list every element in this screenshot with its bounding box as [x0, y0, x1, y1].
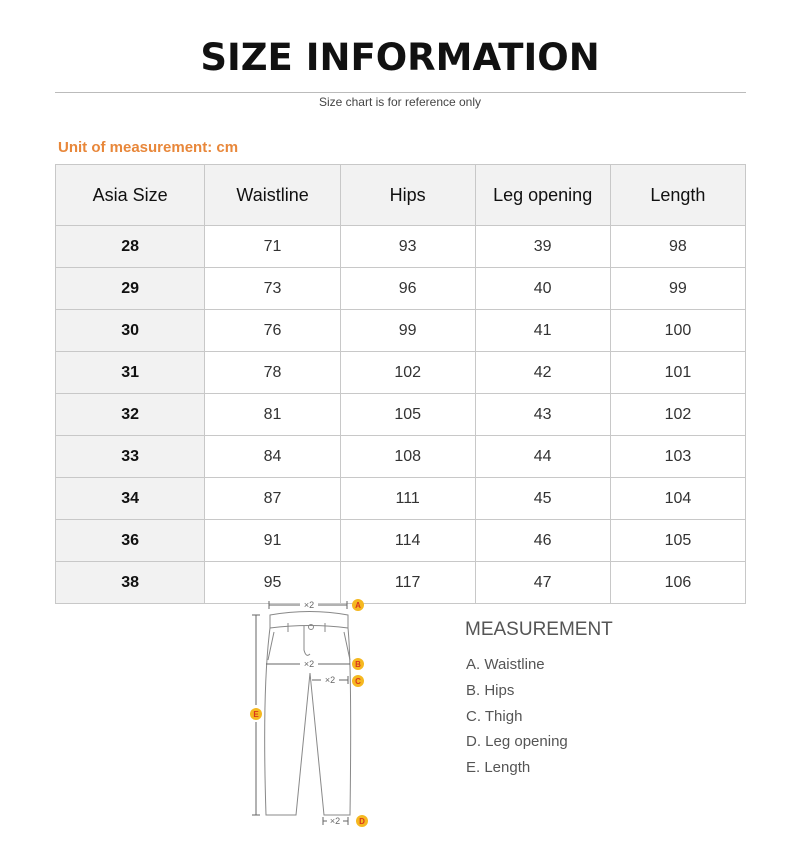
size-cell: 33	[54, 435, 206, 478]
measurement-item: A. Waistline	[466, 656, 545, 673]
value-cell: 81	[204, 393, 341, 436]
value-cell: 45	[474, 477, 611, 520]
pants-diagram: ×2 ×2 ×2 ×2 A B C D E	[250, 599, 368, 827]
value-cell: 41	[474, 309, 611, 352]
value-cell: 76	[204, 309, 341, 352]
value-cell: 105	[339, 393, 476, 436]
value-cell: 100	[609, 309, 747, 352]
value-cell: 43	[474, 393, 611, 436]
multiplier-d: ×2	[330, 816, 340, 826]
marker-e: E	[253, 710, 259, 719]
measurement-list: A. Waistline B. Hips C. Thigh D. Leg ope…	[466, 656, 568, 785]
value-cell: 42	[474, 351, 611, 394]
value-cell: 114	[339, 519, 476, 562]
measurement-item: D. Leg opening	[466, 733, 568, 751]
table-row: 32 81 105 43 102	[54, 393, 747, 436]
value-cell: 91	[204, 519, 341, 562]
size-cell: 36	[54, 519, 206, 562]
value-cell: 46	[474, 519, 611, 562]
marker-b: B	[355, 660, 361, 669]
size-cell: 32	[54, 393, 206, 436]
page-title: SIZE INFORMATION	[200, 36, 600, 79]
value-cell: 93	[339, 225, 476, 268]
marker-d: D	[359, 817, 365, 826]
size-cell: 30	[54, 309, 206, 352]
size-cell: 29	[54, 267, 206, 310]
value-cell: 44	[474, 435, 611, 478]
measurement-item: E. Length	[466, 759, 531, 777]
size-table: Asia Size Waistline Hips Leg opening Length …	[54, 164, 747, 604]
value-cell: 78	[204, 351, 341, 394]
value-cell: 105	[609, 519, 747, 562]
value-cell: 108	[339, 435, 476, 478]
column-header: Length	[609, 164, 747, 226]
value-cell: 47	[474, 561, 611, 604]
unit-label: Unit of measurement: cm	[58, 139, 239, 156]
value-cell: 96	[339, 267, 476, 310]
multiplier-b: ×2	[304, 659, 314, 669]
table-row: 28 71 93 39 98	[54, 225, 747, 268]
pants-outline	[264, 611, 352, 816]
column-header: Asia Size	[54, 164, 206, 226]
measurement-item: C. Thigh	[466, 707, 523, 725]
value-cell: 106	[609, 561, 747, 604]
value-cell: 98	[609, 225, 747, 268]
value-cell: 84	[204, 435, 341, 478]
value-cell: 99	[339, 309, 476, 352]
value-cell: 87	[204, 477, 341, 520]
subtitle: Size chart is for reference only	[318, 95, 482, 109]
marker-a: A	[355, 601, 361, 610]
size-cell: 31	[54, 351, 206, 394]
measurement-title: MEASUREMENT	[465, 619, 613, 640]
value-cell: 101	[609, 351, 747, 394]
table-row: 31 78 102 42 101	[54, 351, 747, 394]
table-row: 29 73 96 40 99	[54, 267, 747, 310]
value-cell: 102	[609, 393, 747, 436]
table-row: 30 76 99 41 100	[54, 309, 747, 352]
value-cell: 40	[474, 267, 611, 310]
table-row: 33 84 108 44 103	[54, 435, 747, 478]
value-cell: 103	[609, 435, 747, 478]
value-cell: 71	[204, 225, 341, 268]
size-cell: 38	[54, 561, 206, 604]
table-header-row: Asia Size Waistline Hips Leg opening Length	[54, 164, 747, 226]
column-header: Hips	[339, 164, 476, 226]
multiplier-a: ×2	[304, 600, 314, 610]
divider	[55, 92, 746, 93]
column-header: Leg opening	[474, 164, 611, 226]
value-cell: 104	[609, 477, 747, 520]
table-row: 36 91 114 46 105	[54, 519, 747, 562]
column-header: Waistline	[204, 164, 341, 226]
value-cell: 95	[204, 561, 341, 604]
value-cell: 111	[339, 477, 476, 520]
multiplier-c: ×2	[325, 675, 335, 685]
table-row: 38 95 117 47 106	[54, 561, 747, 604]
measurement-item: B. Hips	[466, 681, 515, 699]
size-cell: 34	[54, 477, 206, 520]
value-cell: 102	[339, 351, 476, 394]
value-cell: 117	[339, 561, 476, 604]
value-cell: 99	[609, 267, 747, 310]
value-cell: 73	[204, 267, 341, 310]
size-cell: 28	[54, 225, 206, 268]
table-row: 34 87 111 45 104	[54, 477, 747, 520]
marker-c: C	[355, 677, 361, 686]
value-cell: 39	[474, 225, 611, 268]
